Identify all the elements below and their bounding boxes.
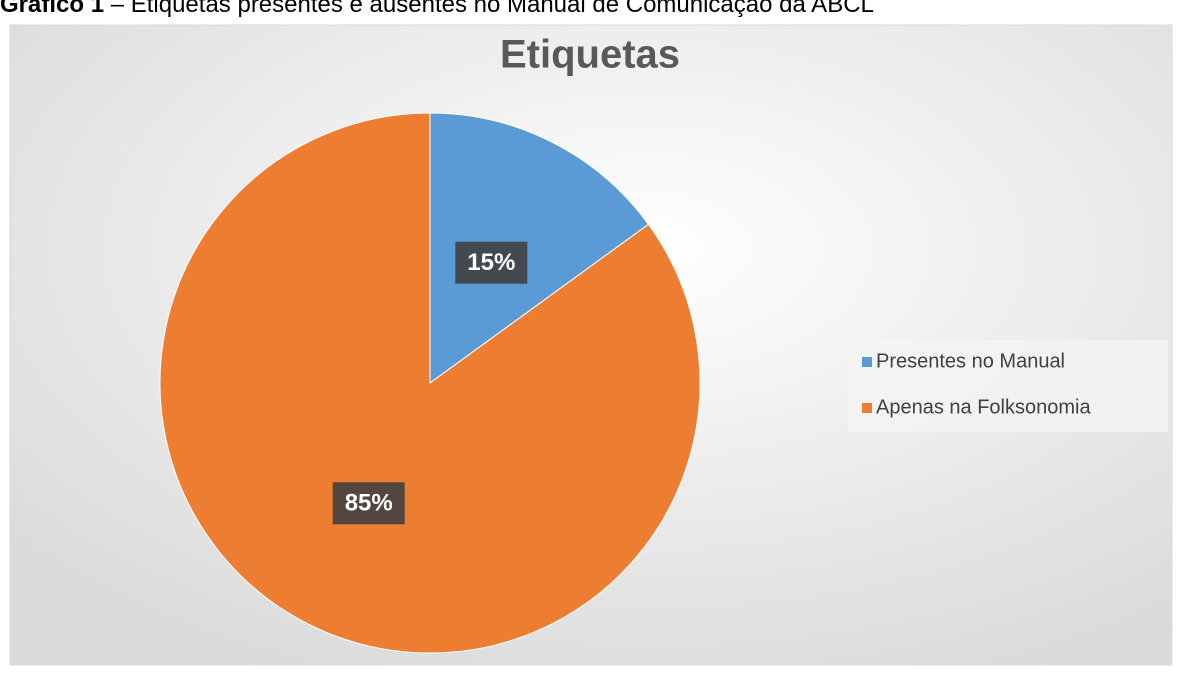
pie-slice bbox=[429, 112, 650, 384]
data-label: 15% bbox=[467, 249, 515, 276]
legend-box bbox=[848, 340, 1168, 432]
pie-slice bbox=[159, 112, 701, 654]
data-label: 85% bbox=[345, 490, 393, 517]
legend-label: Presentes no Manual bbox=[876, 350, 1065, 372]
caption-label: Gráfico 1 bbox=[0, 0, 104, 18]
caption: Gráfico 1 – Etiquetas presentes e ausent… bbox=[0, 0, 874, 18]
caption-text: – Etiquetas presentes e ausentes no Manu… bbox=[104, 0, 874, 18]
legend-label: Apenas na Folksonomia bbox=[876, 396, 1091, 418]
chart-title: Etiquetas bbox=[500, 33, 680, 77]
data-label-box bbox=[332, 482, 405, 525]
data-label-box bbox=[455, 241, 528, 284]
legend-swatch bbox=[862, 403, 872, 413]
legend-swatch bbox=[862, 357, 872, 367]
